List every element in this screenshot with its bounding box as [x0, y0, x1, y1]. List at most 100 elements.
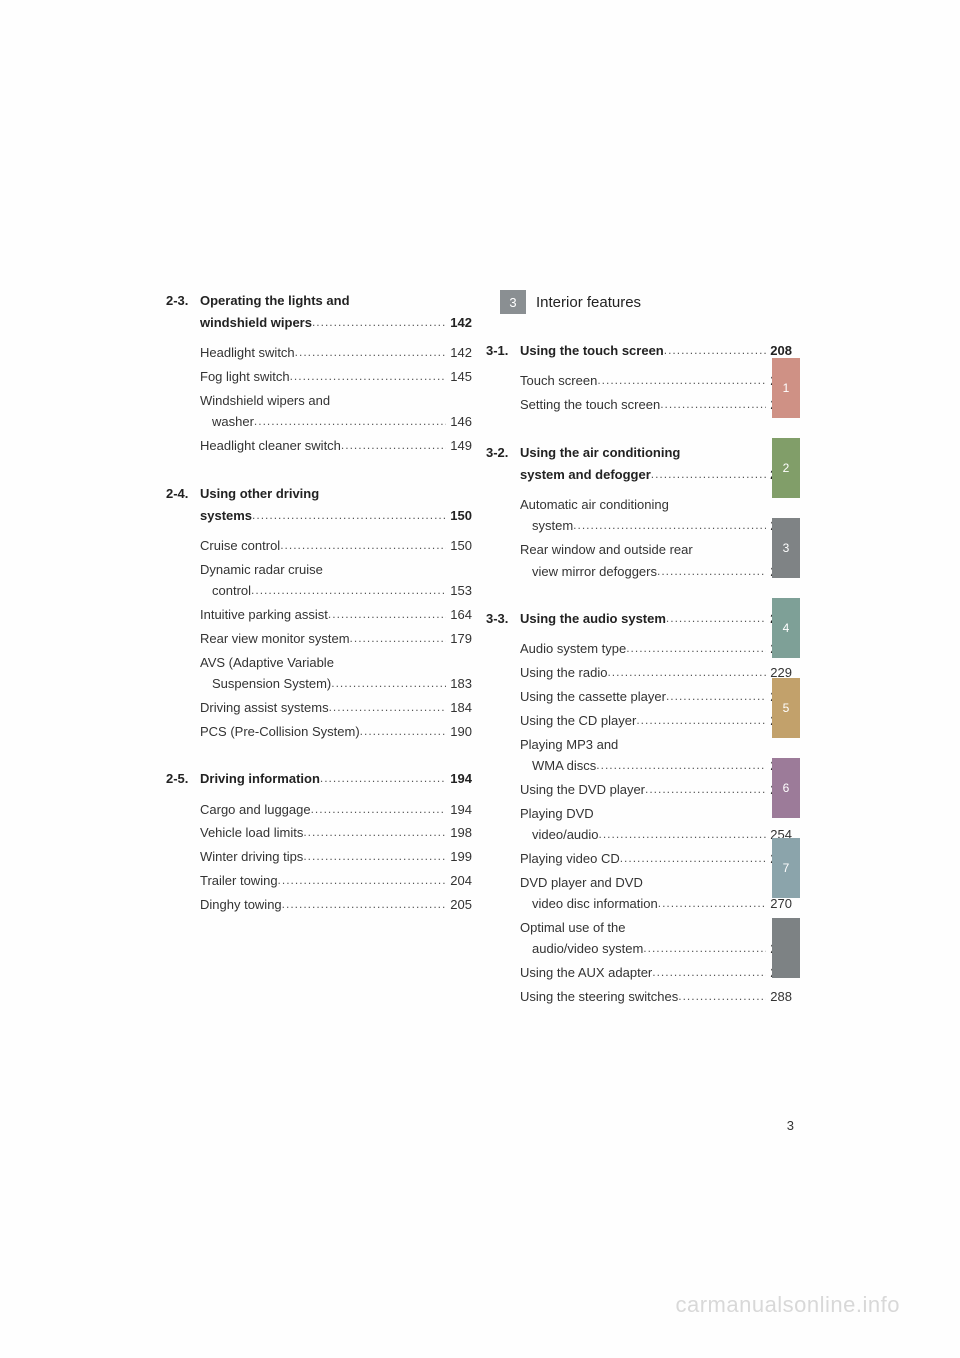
side-tab[interactable]: 1 [772, 358, 800, 418]
entry-label: Using the CD player [520, 710, 636, 731]
entry-label: Dinghy towing [200, 894, 282, 915]
toc-entry: Dynamic radar cruisecontrol153 [200, 559, 472, 602]
entry-label: Fog light switch [200, 366, 290, 387]
section-page: 194 [446, 768, 472, 790]
right-column: 3 Interior features 3-1.Using the touch sc… [520, 290, 800, 1034]
section-number: 3-3. [486, 608, 520, 630]
entry-label: Playing MP3 and [520, 734, 792, 755]
toc-entry: Playing MP3 andWMA discs247 [520, 734, 792, 777]
toc-entry: Playing DVDvideo/audio254 [520, 803, 792, 846]
section-title: Operating the lights and [200, 290, 472, 312]
entry-label: Touch screen [520, 370, 597, 391]
entry-label: Automatic air conditioning [520, 494, 792, 515]
toc-entry: Using the DVD player251 [520, 779, 792, 801]
entry-label: Driving assist systems [200, 697, 329, 718]
section-title: Using the air conditioning [520, 442, 792, 464]
toc-entry: Vehicle load limits198 [200, 822, 472, 844]
section-title: Using the audio system [520, 608, 666, 630]
entry-page: 149 [446, 435, 472, 456]
section-title: Using other driving [200, 483, 472, 505]
toc-section: 3-1.Using the touch screen208Touch scree… [520, 340, 792, 416]
entry-label: Setting the touch screen [520, 394, 660, 415]
chapter-number: 3 [500, 290, 526, 314]
toc-section: 3-2.Using the air conditioningsystem and… [520, 442, 792, 583]
entry-label: system [520, 515, 573, 536]
side-tab[interactable] [772, 918, 800, 978]
entry-label: Dynamic radar cruise [200, 559, 472, 580]
section-number: 2-3. [166, 290, 200, 312]
toc-entry: Touch screen208 [520, 370, 792, 392]
entry-label: Suspension System) [200, 673, 331, 694]
entry-label: washer [200, 411, 254, 432]
section-page: 150 [446, 505, 472, 527]
entry-label: video/audio [520, 824, 599, 845]
section-title: Using the touch screen [520, 340, 664, 362]
entry-label: Rear window and outside rear [520, 539, 792, 560]
entry-page: 145 [446, 366, 472, 387]
toc-entry: PCS (Pre-Collision System) 190 [200, 721, 472, 743]
entry-page: 179 [446, 628, 472, 649]
entry-label: Cruise control [200, 535, 280, 556]
entry-label: Intuitive parking assist [200, 604, 328, 625]
entry-label: Headlight cleaner switch [200, 435, 341, 456]
chapter-title: Interior features [536, 294, 641, 311]
entry-page: 146 [446, 411, 472, 432]
toc-entry: Using the steering switches 288 [520, 986, 792, 1008]
toc-entry: Windshield wipers andwasher 146 [200, 390, 472, 433]
entry-label: control [200, 580, 251, 601]
toc-entry: Playing video CD266 [520, 848, 792, 870]
toc-entry: Setting the touch screen212 [520, 394, 792, 416]
toc-entry: Using the AUX adapter287 [520, 962, 792, 984]
entry-label: Optimal use of the [520, 917, 792, 938]
entry-page: 190 [446, 721, 472, 742]
entry-label: Playing DVD [520, 803, 792, 824]
toc-entry: Fog light switch 145 [200, 366, 472, 388]
side-tabs: 1 2 3 4 5 6 7 [772, 358, 800, 978]
toc-entry: DVD player and DVDvideo disc information… [520, 872, 792, 915]
entry-label: Audio system type [520, 638, 626, 659]
entry-page: 205 [446, 894, 472, 915]
section-number: 2-4. [166, 483, 200, 505]
entry-label: Cargo and luggage [200, 799, 311, 820]
toc-entry: Rear view monitor system 179 [200, 628, 472, 650]
entry-page: 198 [446, 822, 472, 843]
side-tab[interactable]: 2 [772, 438, 800, 498]
watermark: carmanualsonline.info [675, 1292, 900, 1318]
entry-label: Rear view monitor system [200, 628, 350, 649]
side-tab[interactable]: 4 [772, 598, 800, 658]
toc-entry: Headlight cleaner switch 149 [200, 435, 472, 457]
toc-entry: Using the radio229 [520, 662, 792, 684]
toc-entry: Audio system type226 [520, 638, 792, 660]
side-tab[interactable]: 7 [772, 838, 800, 898]
toc-entry: Using the CD player242 [520, 710, 792, 732]
entry-page: 199 [446, 846, 472, 867]
entry-label: PCS (Pre-Collision System) [200, 721, 360, 742]
toc-entry: AVS (Adaptive VariableSuspension System)… [200, 652, 472, 695]
section-title: system and defogger [520, 464, 651, 486]
side-tab[interactable]: 6 [772, 758, 800, 818]
toc-entry: Cargo and luggage 194 [200, 799, 472, 821]
entry-page: 150 [446, 535, 472, 556]
entry-page: 184 [446, 697, 472, 718]
page-number: 3 [787, 1118, 794, 1133]
toc-section: 2-3.Operating the lights andwindshield w… [200, 290, 472, 457]
entry-label: Windshield wipers and [200, 390, 472, 411]
entry-page: 194 [446, 799, 472, 820]
entry-label: Using the DVD player [520, 779, 645, 800]
entry-label: Using the steering switches [520, 986, 678, 1007]
entry-page: 288 [766, 986, 792, 1007]
entry-label: Trailer towing [200, 870, 278, 891]
section-title: systems [200, 505, 252, 527]
entry-label: Playing video CD [520, 848, 620, 869]
side-tab[interactable]: 5 [772, 678, 800, 738]
toc-entry: Using the cassette player238 [520, 686, 792, 708]
toc-entry: Rear window and outside rearview mirror … [520, 539, 792, 582]
toc-entry: Dinghy towing 205 [200, 894, 472, 916]
side-tab[interactable]: 3 [772, 518, 800, 578]
entry-label: Using the radio [520, 662, 607, 683]
entry-label: view mirror defoggers [520, 561, 657, 582]
entry-label: AVS (Adaptive Variable [200, 652, 472, 673]
entry-page: 142 [446, 342, 472, 363]
toc-section: 2-4.Using other drivingsystems150Cruise … [200, 483, 472, 743]
section-number: 3-1. [486, 340, 520, 362]
